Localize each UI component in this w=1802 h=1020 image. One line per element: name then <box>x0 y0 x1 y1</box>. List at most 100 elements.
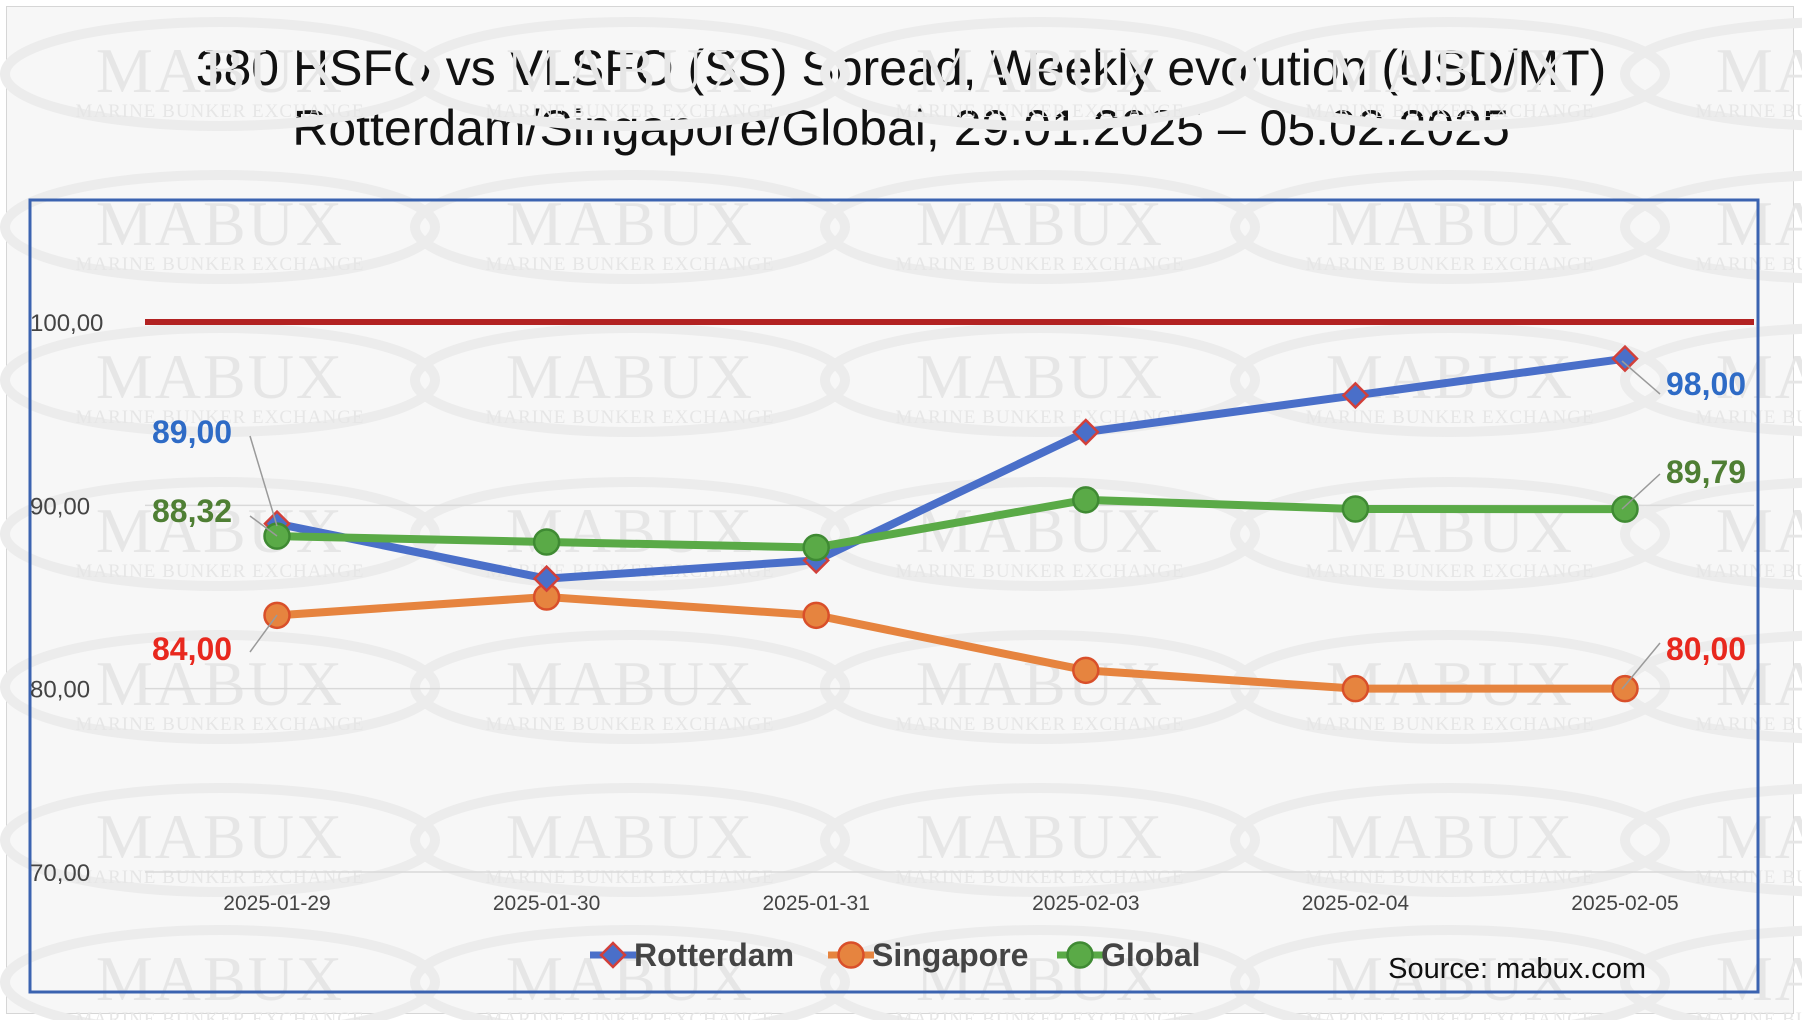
data-label-text: 88,32 <box>152 493 232 529</box>
watermark-swoosh <box>1620 783 1802 897</box>
watermark-tagline: MARINE BUNKER EXCHANGE <box>1695 867 1802 888</box>
watermark-tagline: MARINE BUNKER EXCHANGE <box>1305 867 1594 888</box>
series-line-rotterdam <box>273 354 1629 583</box>
leader-line <box>249 614 278 653</box>
data-label-text: 89,79 <box>1666 454 1746 490</box>
chart-frame <box>28 198 1760 994</box>
legend: Rotterdam Singapore Global <box>590 937 1201 973</box>
watermark-swoosh <box>820 783 1260 897</box>
series-layer <box>263 344 1639 703</box>
data-label-global: 88,32 <box>152 493 278 537</box>
watermark-tagline: MARINE BUNKER EXCHANGE <box>895 407 1184 428</box>
leader-line <box>249 435 278 527</box>
y-axis: 70,00 80,00 90,00 100,00 <box>30 310 103 887</box>
watermark-tagline: MARINE BUNKER EXCHANGE <box>485 407 774 428</box>
leader-line <box>1621 642 1661 690</box>
watermark-tagline: MARINE BUNKER EXCHANGE <box>895 714 1184 735</box>
data-label-text: 89,00 <box>152 414 232 450</box>
watermark-brand: MABUX <box>506 801 754 872</box>
watermark-swoosh <box>410 783 850 897</box>
data-point-singapore <box>1611 674 1639 703</box>
x-tick-label: 2025-02-04 <box>1302 892 1410 915</box>
watermark-brand: MABUX <box>96 35 344 106</box>
watermark-tagline: MARINE BUNKER EXCHANGE <box>895 254 1184 275</box>
watermark-tagline: MARINE BUNKER EXCHANGE <box>895 101 1184 122</box>
legend-item-rotterdam: Rotterdam <box>590 937 794 973</box>
watermark-swoosh <box>1230 170 1670 284</box>
data-point-singapore <box>1072 656 1100 685</box>
watermark-tagline: MARINE BUNKER EXCHANGE <box>75 407 364 428</box>
data-point-global <box>263 522 291 550</box>
data-point-rotterdam <box>1341 381 1370 410</box>
data-point-rotterdam <box>532 564 561 593</box>
watermark-swoosh <box>0 323 440 437</box>
watermark-tagline: MARINE BUNKER EXCHANGE <box>1305 1009 1594 1020</box>
leader-line <box>1621 473 1661 510</box>
watermark-tagline: MARINE BUNKER EXCHANGE <box>75 714 364 735</box>
watermark-tagline: MARINE BUNKER EXCHANGE <box>895 867 1184 888</box>
watermark-swoosh <box>1230 925 1670 1020</box>
data-point-global <box>1611 495 1639 523</box>
x-tick-label: 2025-01-31 <box>762 892 869 915</box>
watermark-tagline: MARINE BUNKER EXCHANGE <box>1695 714 1802 735</box>
leader-line <box>1621 360 1661 395</box>
watermark-tagline: MARINE BUNKER EXCHANGE <box>895 561 1184 582</box>
data-label-text: 80,00 <box>1666 631 1746 667</box>
legend-item-singapore: Singapore <box>828 937 1028 973</box>
watermark-swoosh <box>410 477 850 591</box>
watermark-tagline: MARINE BUNKER EXCHANGE <box>1695 407 1802 428</box>
data-point-singapore <box>1341 674 1370 703</box>
data-point-singapore <box>802 601 830 630</box>
watermark-swoosh <box>0 630 440 744</box>
watermark-swoosh <box>0 783 440 897</box>
series-singapore <box>263 583 1639 703</box>
watermark-swoosh <box>820 323 1260 437</box>
watermark-tagline: MARINE BUNKER EXCHANGE <box>485 254 774 275</box>
watermark-tagline: MARINE BUNKER EXCHANGE <box>75 561 364 582</box>
watermark-brand: MABUX <box>96 801 344 872</box>
watermark-swoosh <box>410 323 850 437</box>
watermark-brand: MABUX <box>916 341 1164 412</box>
watermark-swoosh <box>1230 477 1670 591</box>
legend-swatch-marker <box>599 941 627 969</box>
leader-line <box>249 515 278 537</box>
watermark-tagline: MARINE BUNKER EXCHANGE <box>1695 561 1802 582</box>
y-tick-label: 80,00 <box>30 677 90 704</box>
y-tick-label: 90,00 <box>30 493 90 520</box>
watermark-swoosh <box>1230 630 1670 744</box>
watermark-tagline: MARINE BUNKER EXCHANGE <box>1305 254 1594 275</box>
watermark-swoosh <box>410 630 850 744</box>
watermark-tagline: MARINE BUNKER EXCHANGE <box>1695 101 1802 122</box>
legend-label: Global <box>1101 937 1201 973</box>
watermark-brand: MABUX <box>1326 35 1574 106</box>
watermark-tagline: MARINE BUNKER EXCHANGE <box>1305 714 1594 735</box>
watermark-tagline: MARINE BUNKER EXCHANGE <box>1695 254 1802 275</box>
watermark-brand: MABUX <box>96 648 344 719</box>
watermark-swoosh <box>1620 170 1802 284</box>
watermark-swoosh <box>820 17 1260 131</box>
legend-swatch-marker <box>837 941 865 969</box>
watermark-brand: MABUX <box>506 341 754 412</box>
source-text: Source: mabux.com <box>1388 953 1646 985</box>
watermark-tagline: MARINE BUNKER EXCHANGE <box>1305 561 1594 582</box>
data-point-global <box>532 528 561 556</box>
watermark-brand: MABUX <box>1326 341 1574 412</box>
